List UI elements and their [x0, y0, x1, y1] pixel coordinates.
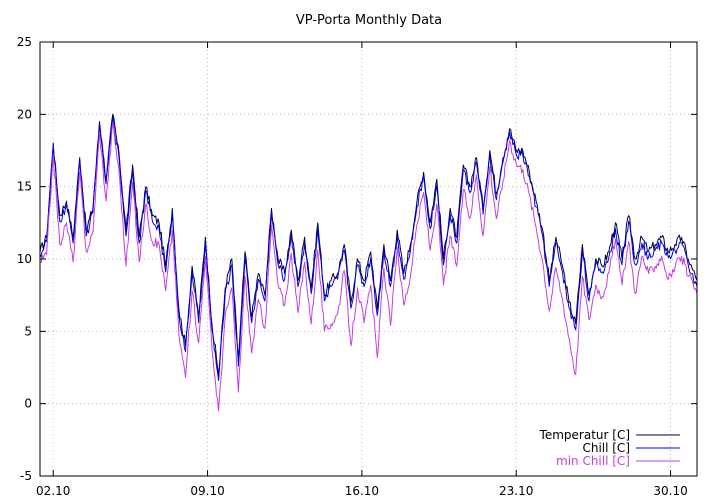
- legend-label: Chill [C]: [582, 441, 630, 455]
- axis-layer: -5 0 5 10 15 20 25 02.10 09.10 16.10 23.10 30.10: [17, 35, 697, 498]
- x-tick-label: 30.10: [653, 484, 687, 498]
- y-tick-label: 5: [24, 324, 32, 338]
- x-tick-label: 02.10: [36, 484, 70, 498]
- series-line-0: [39, 113, 698, 376]
- series-layer: [39, 113, 698, 412]
- x-tick-label: 16.10: [345, 484, 379, 498]
- x-tick-label: 09.10: [190, 484, 224, 498]
- y-tick-label: -5: [20, 469, 32, 483]
- y-tick-label: 25: [17, 35, 32, 49]
- chart-title: VP-Porta Monthly Data: [296, 13, 442, 28]
- legend-label: Temperatur [C]: [539, 428, 630, 442]
- y-tick-label: 20: [17, 107, 32, 121]
- series-line-1: [39, 116, 698, 381]
- y-tick-label: 15: [17, 180, 32, 194]
- legend-label: min Chill [C]: [556, 454, 630, 468]
- y-tick-label: 0: [24, 397, 32, 411]
- x-tick-label: 23.10: [499, 484, 533, 498]
- series-line-2: [39, 122, 698, 412]
- y-tick-label: 10: [17, 252, 32, 266]
- legend: Temperatur [C]Chill [C]min Chill [C]: [539, 428, 680, 468]
